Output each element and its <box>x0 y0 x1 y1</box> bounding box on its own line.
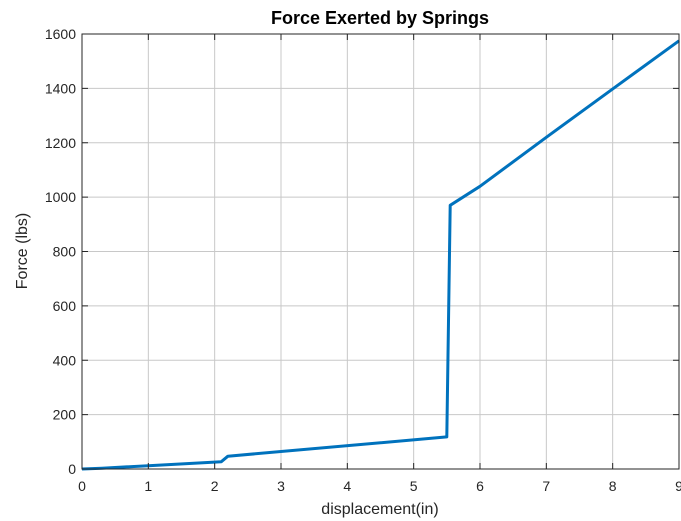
x-tick-label: 1 <box>144 478 152 494</box>
y-tick-label: 0 <box>68 461 76 477</box>
axis-ticks: 0 1 2 3 4 5 6 7 8 9 0 200 400 600 800 1000 1200 1400 1600 <box>45 26 681 494</box>
series-group <box>81 39 680 471</box>
chart-title: Force Exerted by Springs <box>271 8 489 28</box>
x-tick-label: 7 <box>542 478 550 494</box>
grid-lines <box>82 34 679 469</box>
x-tick-label: 8 <box>609 478 617 494</box>
x-tick-label: 5 <box>410 478 418 494</box>
series-line <box>81 39 680 471</box>
y-tick-label: 600 <box>53 298 77 314</box>
y-tick-label: 1200 <box>45 135 76 151</box>
y-tick-label: 400 <box>53 352 77 368</box>
y-axis-label: Force (lbs) <box>14 213 31 289</box>
x-tick-label: 9 <box>675 478 681 494</box>
y-tick-label: 1400 <box>45 80 76 96</box>
y-tick-label: 200 <box>53 407 77 423</box>
y-tick-label: 800 <box>53 244 77 260</box>
x-tick-label: 6 <box>476 478 484 494</box>
x-tick-label: 2 <box>211 478 219 494</box>
x-tick-label: 4 <box>343 478 351 494</box>
y-tick-label: 1600 <box>45 26 76 42</box>
y-tick-label: 1000 <box>45 189 76 205</box>
x-tick-label: 3 <box>277 478 285 494</box>
x-axis-label: displacement(in) <box>321 501 438 518</box>
x-tick-label: 0 <box>78 478 86 494</box>
